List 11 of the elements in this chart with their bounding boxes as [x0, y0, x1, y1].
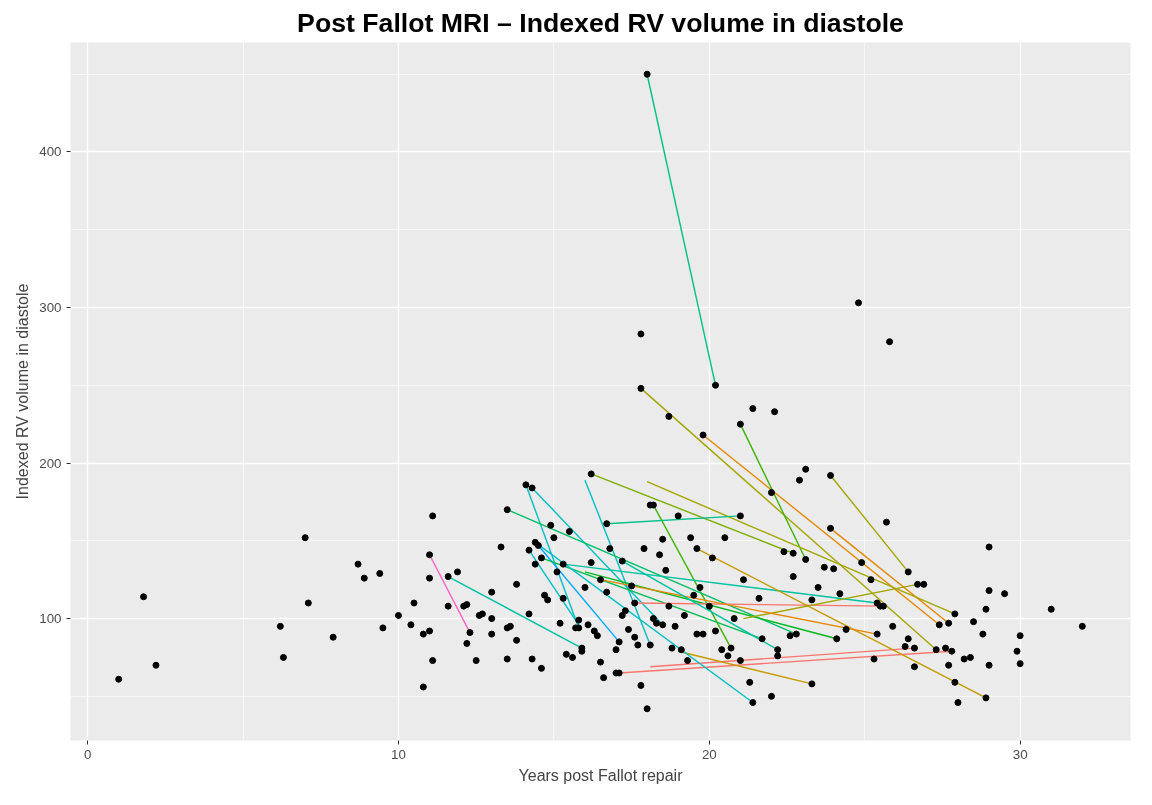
x-tick-label: 10	[391, 746, 406, 762]
x-axis-title: Years post Fallot repair	[518, 766, 684, 784]
y-tick-label: 100	[39, 611, 62, 627]
y-axis-title: Indexed RV volume in diastole	[14, 283, 32, 500]
y-tick-label: 400	[39, 144, 62, 160]
chart-title: Post Fallot MRI – Indexed RV volume in diastole	[297, 7, 904, 38]
x-tick-label: 0	[83, 746, 92, 762]
x-tick-label: 30	[1012, 746, 1028, 762]
x-tick-label: 20	[701, 746, 717, 762]
y-tick-label: 200	[39, 455, 62, 471]
y-tick-label: 300	[39, 300, 62, 316]
